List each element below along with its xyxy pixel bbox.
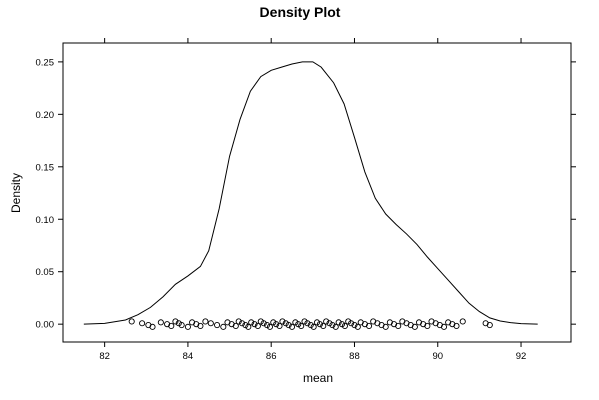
rug-point bbox=[276, 322, 283, 330]
rug-point bbox=[320, 322, 327, 330]
rug-point bbox=[232, 322, 239, 330]
rug-point bbox=[382, 323, 389, 330]
axis-ticks: 82 84 86 88 90 92 0.00 0.05 0.10 0.15 0.20 0.25 bbox=[36, 38, 576, 362]
y-tick-label: 0.00 bbox=[36, 320, 55, 331]
x-tick-label: 92 bbox=[516, 351, 527, 362]
y-tick-label: 0.20 bbox=[36, 110, 55, 121]
rug-point bbox=[411, 323, 418, 330]
rug-point bbox=[316, 321, 323, 328]
rug-point bbox=[202, 318, 209, 325]
rug-point bbox=[128, 318, 135, 325]
rug-point bbox=[288, 323, 296, 330]
rug-point bbox=[235, 318, 242, 325]
rug-point bbox=[332, 323, 339, 330]
rug-point bbox=[335, 319, 342, 326]
chart-title: Density Plot bbox=[260, 4, 341, 20]
rug-point bbox=[251, 321, 258, 328]
x-tick-label: 84 bbox=[183, 351, 194, 362]
rug-point bbox=[424, 322, 431, 330]
rug-point bbox=[168, 322, 175, 330]
rug-point bbox=[197, 322, 204, 330]
rug-point bbox=[453, 322, 460, 330]
rug-point bbox=[341, 322, 348, 330]
rug-point bbox=[254, 322, 261, 330]
rug-point bbox=[298, 322, 305, 330]
y-tick-label: 0.05 bbox=[36, 267, 55, 278]
rug-point bbox=[279, 318, 286, 325]
rug-point bbox=[139, 320, 146, 327]
y-axis-label: Density bbox=[9, 173, 23, 213]
rug-point bbox=[207, 320, 214, 327]
rug-point bbox=[354, 323, 361, 330]
x-tick-label: 88 bbox=[349, 351, 360, 362]
x-tick-label: 82 bbox=[99, 351, 110, 362]
rug-point bbox=[149, 323, 156, 330]
rug-point bbox=[395, 322, 402, 330]
rug-point bbox=[323, 318, 330, 325]
rug-point bbox=[285, 322, 292, 329]
rug-point bbox=[248, 319, 255, 326]
density-curve bbox=[83, 61, 538, 325]
rug-point bbox=[178, 322, 185, 329]
rug-point bbox=[245, 323, 252, 330]
rug-point bbox=[310, 323, 317, 330]
rug-point bbox=[440, 323, 448, 330]
rug-point bbox=[266, 323, 274, 330]
rug-point bbox=[220, 323, 227, 330]
plot-frame bbox=[62, 42, 572, 343]
rug-point bbox=[184, 323, 191, 330]
y-tick-label: 0.25 bbox=[36, 57, 55, 68]
rug-point bbox=[172, 318, 179, 325]
rug-point bbox=[459, 318, 466, 325]
rug-point bbox=[214, 322, 221, 329]
rug-point bbox=[273, 321, 280, 328]
rug-point bbox=[304, 320, 311, 327]
x-axis-label: mean bbox=[303, 371, 333, 385]
rug-point bbox=[351, 322, 358, 329]
x-tick-label: 90 bbox=[432, 351, 443, 362]
rug-point bbox=[486, 322, 493, 329]
rug-point bbox=[157, 319, 164, 326]
y-tick-label: 0.15 bbox=[36, 162, 55, 173]
rug-point bbox=[348, 320, 355, 327]
rug-point bbox=[329, 322, 336, 329]
rug-point bbox=[365, 322, 373, 330]
x-tick-label: 86 bbox=[266, 351, 277, 362]
y-tick-label: 0.10 bbox=[36, 215, 55, 226]
rug-points bbox=[128, 318, 493, 330]
rug-point bbox=[260, 320, 267, 327]
rug-point bbox=[238, 320, 246, 327]
